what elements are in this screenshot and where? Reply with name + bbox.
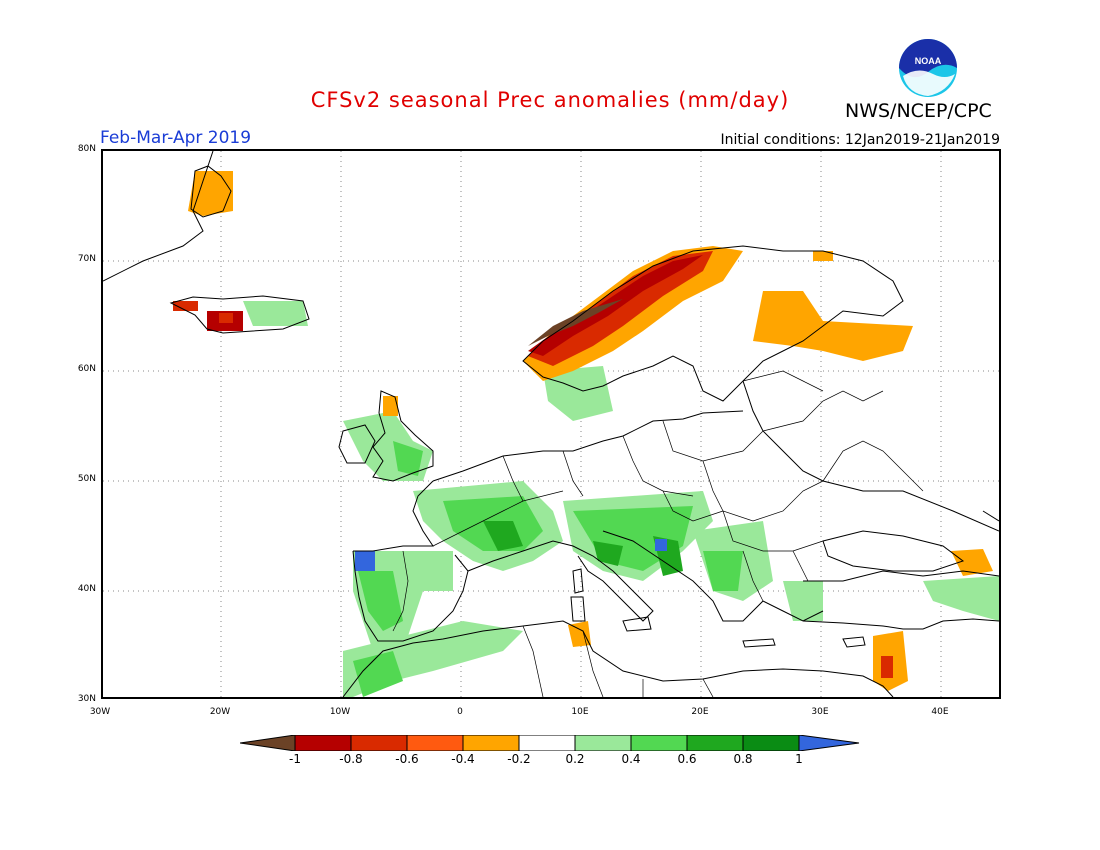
- logo-text: NOAA: [915, 56, 942, 66]
- map-canvas: [103, 151, 999, 697]
- map-title: CFSv2 seasonal Prec anomalies (mm/day): [310, 88, 790, 112]
- colorbar-swatch-9: [743, 735, 799, 751]
- lat-label-80n: 80N: [77, 144, 96, 154]
- colorbar-swatch-7: [631, 735, 687, 751]
- lat-label-40n: 40N: [77, 584, 96, 594]
- colorbar-swatch-3: [407, 735, 463, 751]
- colorbar-label: -1: [289, 752, 301, 766]
- lon-label-0: 0: [457, 707, 463, 717]
- lon-label-20e: 20E: [691, 707, 709, 717]
- colorbar-label: -0.2: [507, 752, 531, 766]
- initial-conditions-label: Initial conditions: 12Jan2019-21Jan2019: [720, 132, 1000, 148]
- colorbar-swatch-2: [351, 735, 407, 751]
- colorbar: [239, 734, 860, 755]
- lat-label-30n: 30N: [77, 694, 96, 704]
- lon-label-30e: 30E: [811, 707, 829, 717]
- colorbar-swatch-1: [295, 735, 351, 751]
- colorbar-label: 0.6: [677, 752, 697, 766]
- colorbar-swatch-gt-1: [799, 735, 859, 751]
- colorbar-label: -0.8: [339, 752, 363, 766]
- colorbar-label: 1: [795, 752, 803, 766]
- colorbar-label: 0.4: [621, 752, 641, 766]
- positive-anomaly-areas: [243, 301, 999, 697]
- colorbar-label: 0.8: [733, 752, 753, 766]
- colorbar-swatch-lt-minus1: [240, 735, 295, 751]
- lon-label-10e: 10E: [571, 707, 589, 717]
- lat-label-70n: 70N: [77, 254, 96, 264]
- colorbar-label: -0.6: [395, 752, 419, 766]
- colorbar-swatches: [239, 734, 860, 752]
- coastlines: [103, 151, 999, 697]
- colorbar-label: -0.4: [451, 752, 475, 766]
- colorbar-swatch-6: [575, 735, 631, 751]
- lat-label-60n: 60N: [77, 364, 96, 374]
- lon-label-40e: 40E: [931, 707, 949, 717]
- lon-label-30w: 30W: [89, 707, 111, 717]
- map-gridlines: [103, 151, 999, 697]
- colorbar-swatch-4: [463, 735, 519, 751]
- anomaly-map: [101, 149, 1001, 699]
- negative-anomaly-areas: [173, 171, 993, 691]
- colorbar-swatch-8: [687, 735, 743, 751]
- lat-label-50n: 50N: [77, 474, 96, 484]
- season-label: Feb-Mar-Apr 2019: [100, 128, 252, 148]
- lon-label-20w: 20W: [209, 707, 231, 717]
- agency-label: NWS/NCEP/CPC: [845, 100, 992, 122]
- colorbar-swatch-5: [519, 735, 575, 751]
- lon-label-10w: 10W: [329, 707, 351, 717]
- colorbar-label: 0.2: [565, 752, 585, 766]
- country-borders: [392, 370, 924, 697]
- noaa-logo: NOAA: [893, 38, 963, 102]
